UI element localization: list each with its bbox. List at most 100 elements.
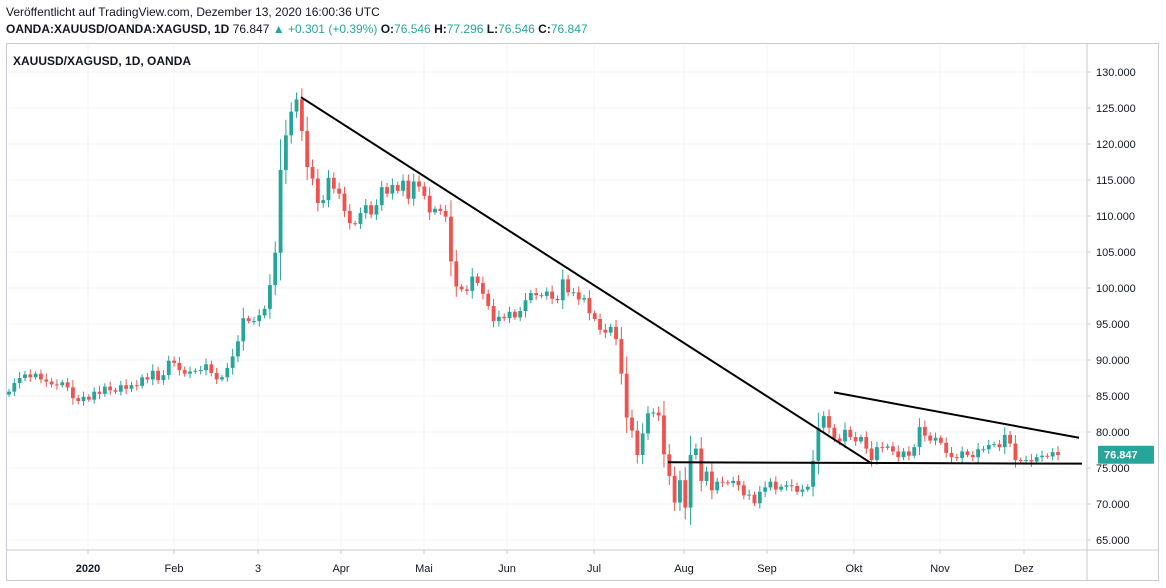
candle-body — [875, 447, 879, 461]
candle-body — [102, 386, 107, 394]
candle — [784, 481, 789, 491]
candle — [241, 307, 246, 351]
candle — [289, 102, 294, 144]
candle — [587, 290, 592, 321]
candle-body — [1050, 452, 1055, 457]
candle — [555, 295, 560, 304]
candle — [592, 310, 597, 322]
candle — [901, 448, 906, 461]
candle — [699, 437, 704, 492]
candle — [864, 431, 869, 454]
candle-body — [188, 371, 192, 374]
candle-body — [571, 292, 576, 294]
candle-body — [273, 252, 278, 286]
candle — [283, 119, 288, 184]
high-value: 77.296 — [446, 22, 484, 36]
candle-body — [449, 216, 453, 262]
candle-body — [518, 311, 523, 318]
candle — [150, 364, 155, 386]
candle — [672, 466, 677, 511]
y-tick-label: 115.000 — [1096, 175, 1135, 187]
candle — [129, 381, 134, 392]
candle — [518, 306, 523, 322]
candle — [875, 441, 879, 465]
candle — [92, 387, 97, 404]
candle — [512, 309, 517, 320]
candle-body — [97, 391, 102, 394]
candle-body — [225, 367, 230, 378]
candle-body — [411, 181, 416, 199]
candle — [342, 186, 347, 218]
candle-body — [252, 321, 256, 323]
candle-body — [33, 373, 38, 378]
descending-resistance-line[interactable] — [300, 96, 873, 465]
candle — [252, 316, 256, 325]
candle — [44, 373, 49, 387]
candle — [853, 431, 858, 446]
last-price-label: 76.847 — [1104, 450, 1138, 462]
candle-body — [1013, 443, 1018, 461]
candle-body — [150, 370, 155, 380]
candle-body — [837, 438, 842, 442]
candle-body — [294, 99, 299, 112]
candle — [608, 323, 613, 336]
symbol-name[interactable]: OANDA:XAUUSD/OANDA:XAGUSD, 1D — [6, 22, 230, 36]
candle-body — [944, 442, 949, 453]
candle — [294, 92, 299, 118]
candle-body — [960, 451, 965, 458]
y-tick-label: 75.000 — [1096, 463, 1130, 475]
candle-body — [949, 452, 954, 458]
triangle-base-line[interactable] — [667, 461, 1083, 465]
candle-body — [965, 451, 970, 456]
candle — [805, 484, 810, 492]
candle — [693, 443, 698, 460]
candle-body — [731, 480, 736, 484]
candle — [470, 267, 475, 299]
candle — [108, 381, 113, 395]
candle-body — [672, 475, 677, 503]
candle-body — [528, 293, 533, 301]
candle — [720, 476, 725, 488]
candle — [262, 305, 267, 319]
candle — [848, 426, 853, 441]
candle — [17, 372, 22, 389]
candle — [443, 204, 448, 223]
candle — [1050, 447, 1055, 461]
candle — [422, 182, 427, 200]
candle — [299, 88, 304, 142]
candle-body — [954, 457, 959, 459]
candle-body — [539, 295, 544, 297]
candle-body — [390, 185, 395, 194]
candle-body — [454, 261, 459, 287]
triangle-upper-line[interactable] — [833, 391, 1080, 439]
candle-body — [773, 481, 778, 490]
y-tick-label: 100.000 — [1096, 283, 1136, 295]
candle — [715, 477, 720, 494]
candle-body — [768, 481, 773, 488]
candle-body — [465, 289, 469, 291]
candle — [736, 474, 741, 491]
candle-body — [555, 298, 560, 301]
candle-body — [496, 316, 501, 322]
candle-body — [268, 285, 272, 309]
candle — [268, 274, 272, 319]
candle — [885, 443, 890, 451]
candle-body — [28, 374, 33, 378]
x-tick-label: 2020 — [76, 563, 100, 575]
candle-body — [614, 326, 618, 340]
candle — [161, 370, 166, 385]
candle-body — [646, 413, 650, 434]
candle-body — [699, 448, 704, 481]
candle-body — [1029, 460, 1034, 462]
candle-body — [65, 382, 70, 388]
candle-body — [704, 471, 709, 481]
candle — [326, 170, 331, 208]
chart-frame — [6, 43, 1159, 581]
candle-body — [912, 447, 917, 456]
y-tick-label: 65.000 — [1096, 535, 1130, 547]
candle-body — [369, 205, 374, 215]
candle-body — [342, 193, 347, 211]
candle — [539, 292, 544, 299]
x-tick-label: Sep — [757, 563, 777, 575]
